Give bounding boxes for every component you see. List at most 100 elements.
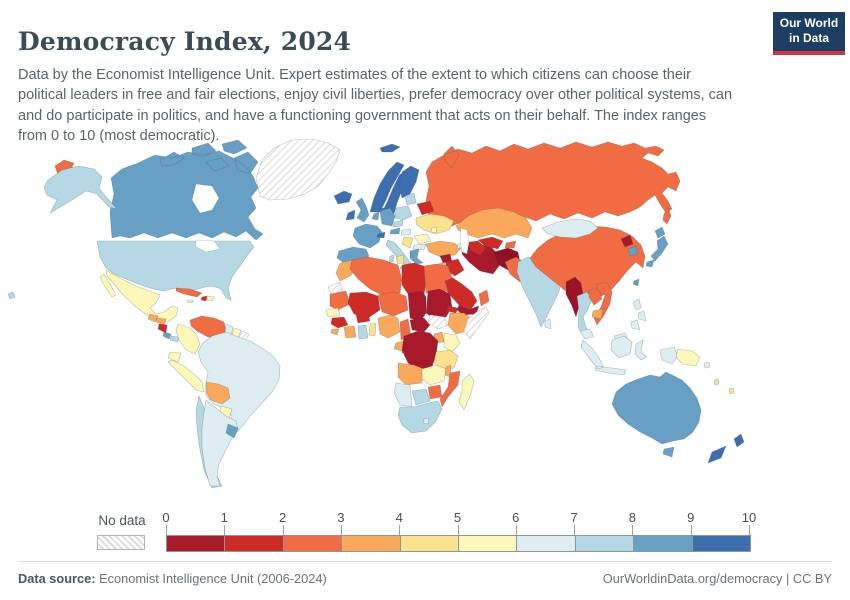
country-switzerland[interactable] <box>376 231 386 239</box>
country-ivory-coast[interactable] <box>343 325 357 339</box>
country-svalbard[interactable] <box>379 143 401 153</box>
country-tanzania[interactable] <box>433 349 459 371</box>
country-australia[interactable] <box>611 371 702 458</box>
country-austria[interactable] <box>389 227 401 235</box>
country-ukraine[interactable] <box>415 213 455 235</box>
country-papua-new-guinea[interactable] <box>675 348 701 367</box>
country-germany[interactable] <box>379 207 396 227</box>
legend-band-9-10[interactable] <box>691 536 751 551</box>
country-mozambique[interactable] <box>439 370 461 408</box>
country-ghana[interactable] <box>357 324 369 340</box>
country-south-sudan[interactable] <box>427 314 449 330</box>
country-lesotho[interactable] <box>422 417 430 425</box>
country-kazakhstan[interactable] <box>455 207 533 239</box>
legend-band-5-6[interactable] <box>458 536 517 551</box>
owid-logo[interactable]: Our World in Data <box>773 12 845 55</box>
legend-band-2-3[interactable] <box>282 536 342 551</box>
country-dominican-republic[interactable] <box>206 295 215 302</box>
country-baltics[interactable] <box>404 192 417 206</box>
country-zambia[interactable] <box>421 364 447 386</box>
country-libya[interactable] <box>401 262 427 298</box>
country-central-african-republic[interactable] <box>409 317 431 333</box>
country-somalia[interactable] <box>463 306 490 340</box>
country-sri-lanka[interactable] <box>544 318 552 330</box>
country-guinea[interactable] <box>330 316 349 329</box>
country-angola[interactable] <box>397 362 425 386</box>
country-ecuador[interactable] <box>167 351 182 363</box>
country-france[interactable] <box>352 223 383 249</box>
country-indonesia[interactable] <box>580 335 679 376</box>
country-cuba[interactable] <box>175 287 203 298</box>
country-peru[interactable] <box>167 359 205 393</box>
country-greenland[interactable] <box>255 138 341 201</box>
country-haiti[interactable] <box>200 295 208 302</box>
country-argentina[interactable] <box>201 399 239 487</box>
country-guatemala[interactable] <box>147 313 159 323</box>
country-turkey[interactable] <box>425 240 462 258</box>
country-poland[interactable] <box>394 205 413 221</box>
country-mongolia[interactable] <box>541 218 599 239</box>
country-senegal[interactable] <box>325 307 341 318</box>
country-nicaragua[interactable] <box>157 323 168 334</box>
country-togo-benin[interactable] <box>368 322 377 337</box>
country-niger[interactable] <box>377 291 409 317</box>
country-greece[interactable] <box>409 248 424 265</box>
legend-band-4-5[interactable] <box>399 536 459 551</box>
country-turkmenistan[interactable] <box>467 240 487 256</box>
country-czechia[interactable] <box>392 219 404 228</box>
country-norway[interactable] <box>369 161 405 213</box>
country-namibia[interactable] <box>393 382 413 408</box>
country-western-sahara[interactable] <box>327 281 343 298</box>
country-madagascar[interactable] <box>458 373 475 411</box>
country-mexico[interactable] <box>99 269 179 323</box>
country-kenya[interactable] <box>443 332 461 353</box>
country-kyrgyzstan[interactable] <box>504 240 517 249</box>
legend-no-data-swatch[interactable] <box>97 535 145 550</box>
country-philippines[interactable] <box>630 298 647 331</box>
country-russia[interactable] <box>425 141 681 227</box>
country-laos[interactable] <box>588 287 603 306</box>
country-finland[interactable] <box>398 165 420 199</box>
country-united-kingdom[interactable] <box>355 197 370 223</box>
country-solomon-islands[interactable] <box>703 361 711 369</box>
country-bolivia[interactable] <box>205 381 231 405</box>
country-panama[interactable] <box>169 335 180 343</box>
country-sierra-leone[interactable] <box>330 328 340 336</box>
country-usa[interactable] <box>96 240 255 301</box>
country-fiji[interactable] <box>728 387 735 395</box>
country-sudan[interactable] <box>425 288 453 320</box>
country-new-zealand[interactable] <box>707 433 745 464</box>
country-iran[interactable] <box>461 243 500 275</box>
country-belarus[interactable] <box>416 200 435 216</box>
country-japan[interactable] <box>645 226 669 268</box>
country-south-africa[interactable] <box>397 400 443 434</box>
legend-band-6-7[interactable] <box>516 536 575 551</box>
country-algeria[interactable] <box>349 256 403 298</box>
country-costa-rica[interactable] <box>162 331 172 340</box>
country-hawaii[interactable] <box>7 291 16 300</box>
country-iceland[interactable] <box>333 190 353 205</box>
legend-band-8-9[interactable] <box>633 536 692 551</box>
legend-band-1-2[interactable] <box>224 536 283 551</box>
country-brazil[interactable] <box>197 331 281 434</box>
country-romania[interactable] <box>413 233 432 245</box>
legend-band-3-4[interactable] <box>341 536 400 551</box>
country-taiwan[interactable] <box>632 278 640 287</box>
country-serbia-balkans[interactable] <box>401 236 414 249</box>
country-botswana[interactable] <box>411 388 431 406</box>
country-bulgaria[interactable] <box>412 243 427 251</box>
country-hungary[interactable] <box>400 228 412 236</box>
country-tunisia[interactable] <box>395 254 405 265</box>
country-north-korea[interactable] <box>620 234 634 248</box>
country-vietnam[interactable] <box>593 281 613 326</box>
legend-band-7-8[interactable] <box>574 536 634 551</box>
footer-link[interactable]: OurWorldinData.org/democracy | CC BY <box>602 571 832 586</box>
country-dr-congo[interactable] <box>401 330 439 372</box>
country-zimbabwe[interactable] <box>427 384 443 400</box>
legend-band-0-1[interactable] <box>167 536 225 551</box>
country-vanuatu[interactable] <box>713 378 720 386</box>
country-moldova[interactable] <box>430 226 438 234</box>
country-nigeria[interactable] <box>377 314 401 339</box>
country-colombia[interactable] <box>175 323 201 355</box>
country-jamaica[interactable] <box>186 299 194 304</box>
